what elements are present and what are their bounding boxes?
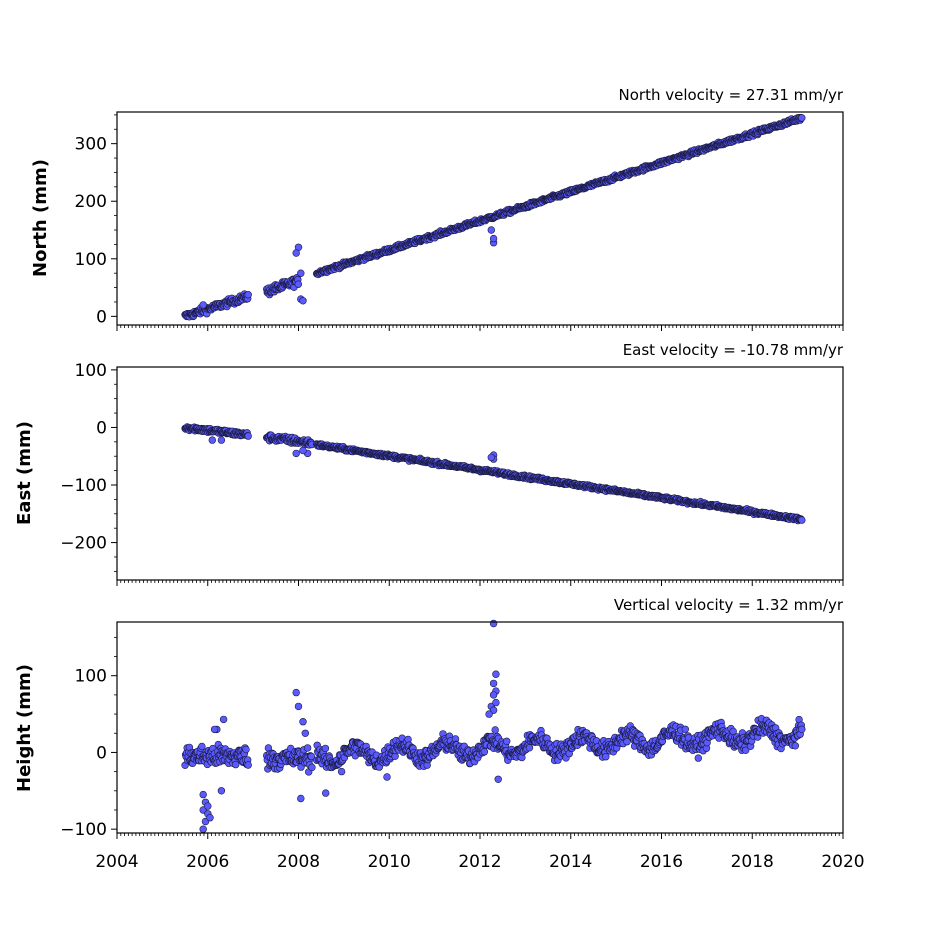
east-outlier-point [292, 449, 300, 458]
height-outlier-point [219, 715, 228, 724]
east-outlier-point [299, 446, 307, 455]
north-plot-frame [116, 111, 844, 326]
x-axis-tick-labels: 2004 2006 2008 2010 2012 2014 2016 2018 2020 [95, 852, 864, 872]
north-data-point [244, 291, 252, 299]
height-outlier-point [322, 789, 330, 797]
height-y-tick-label: −100 [60, 820, 107, 840]
height-outlier-point [199, 825, 207, 833]
height-data-point [198, 742, 206, 751]
north-outlier-point [292, 249, 300, 257]
height-outlier-point [489, 691, 498, 699]
height-data-point [244, 761, 252, 769]
north-velocity-title: North velocity = 27.31 mm/yr [619, 86, 844, 104]
east-velocity-title: East velocity = -10.78 mm/yr [623, 341, 844, 359]
north-y-tick-label: 300 [75, 135, 107, 155]
north-data-points [181, 113, 806, 321]
north-outlier-point [199, 301, 207, 309]
height-outlier-point [489, 679, 498, 688]
east-data-point [244, 432, 252, 440]
height-outlier-point [494, 775, 502, 783]
x-tick-label: 2004 [95, 852, 138, 872]
height-data-point [321, 744, 330, 753]
height-outlier-point [297, 794, 305, 803]
x-tick-label: 2012 [458, 852, 501, 872]
north-y-tick-label: 200 [75, 192, 107, 212]
x-tick-label: 2006 [186, 852, 229, 872]
x-tick-label: 2020 [821, 852, 864, 872]
x-tick-label: 2016 [640, 852, 683, 872]
x-tick-label: 2010 [368, 852, 411, 872]
north-panel: North velocity = 27.31 mm/yr North (mm) … [30, 86, 844, 331]
east-outlier-point [217, 436, 226, 444]
height-outlier-point [299, 717, 307, 726]
height-outlier-point [489, 619, 498, 628]
x-tick-label: 2014 [549, 852, 592, 872]
north-y-tick-label: 100 [75, 250, 107, 270]
height-outlier-point [217, 787, 226, 795]
height-data-point [232, 760, 240, 769]
height-outlier-point [383, 773, 391, 781]
height-data-point [791, 742, 799, 750]
height-data-point [242, 745, 250, 754]
east-x-ticks [116, 580, 844, 586]
height-data-point [503, 737, 511, 745]
east-y-tick-label: −100 [60, 476, 107, 496]
north-data-point [294, 280, 302, 288]
height-x-ticks [116, 833, 844, 839]
north-outlier-point [299, 297, 307, 305]
east-outlier-point [208, 436, 217, 444]
height-outlier-point [301, 729, 309, 737]
height-outlier-point [492, 698, 500, 707]
height-outlier-point [204, 802, 212, 810]
east-y-ticks: −200 −100 0 100 [60, 361, 117, 572]
x-tick-label: 2008 [277, 852, 320, 872]
height-data-point [308, 763, 316, 772]
north-y-ticks: 0 100 200 300 [75, 114, 117, 327]
height-outlier-point [210, 725, 219, 734]
height-outlier-point [294, 702, 303, 711]
east-y-tick-label: −200 [60, 534, 107, 554]
north-outlier-point [487, 226, 495, 234]
height-y-axis-label: Height (mm) [14, 664, 35, 792]
east-data-point [798, 516, 806, 524]
north-y-tick-label: 0 [96, 307, 107, 327]
height-outlier-point [485, 710, 493, 718]
north-data-point [798, 114, 806, 122]
height-data-point [602, 752, 610, 761]
height-outlier-point [199, 790, 207, 799]
east-y-tick-label: 100 [75, 361, 107, 381]
height-y-ticks: −100 0 100 [60, 636, 117, 840]
east-panel: East velocity = -10.78 mm/yr East (mm) −… [14, 341, 844, 586]
east-data-points [181, 423, 806, 525]
height-data-point [525, 744, 534, 752]
east-y-axis-label: East (mm) [14, 421, 35, 525]
height-data-point [303, 744, 312, 752]
height-data-point [694, 754, 702, 762]
north-y-axis-label: North (mm) [30, 159, 51, 277]
height-outlier-point [206, 813, 214, 822]
height-panel: Vertical velocity = 1.32 mm/yr Height (m… [14, 596, 865, 872]
north-outlier-point [489, 234, 498, 243]
north-outlier-point [297, 269, 305, 277]
height-outlier-point [492, 670, 500, 678]
height-data-point [681, 725, 689, 733]
north-x-ticks [116, 325, 844, 331]
east-y-tick-label: 0 [96, 418, 107, 438]
height-y-tick-label: 0 [96, 743, 107, 763]
height-data-points [181, 619, 806, 833]
height-outlier-point [337, 767, 346, 776]
height-y-tick-label: 100 [75, 667, 107, 687]
height-outlier-point [292, 688, 300, 697]
x-tick-label: 2018 [731, 852, 774, 872]
height-data-point [480, 747, 489, 756]
east-outlier-point [487, 453, 495, 462]
height-data-point [491, 726, 499, 734]
height-velocity-title: Vertical velocity = 1.32 mm/yr [614, 596, 844, 614]
height-data-point [798, 725, 806, 733]
